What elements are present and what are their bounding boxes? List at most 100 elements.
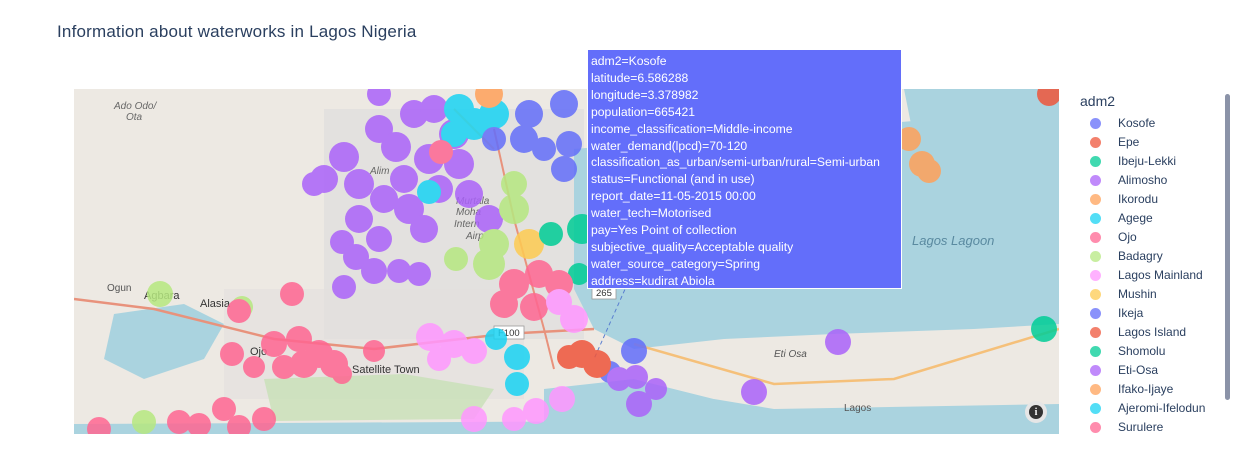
point-ojo[interactable] — [227, 299, 251, 323]
point-lagos-mainland[interactable] — [523, 398, 549, 424]
point-ikorodu[interactable] — [897, 127, 921, 151]
info-button[interactable]: i — [1025, 401, 1047, 423]
point-ikorodu[interactable] — [475, 89, 503, 108]
point-lagos-mainland[interactable] — [546, 289, 572, 315]
legend-item[interactable]: Lagos Mainland — [1080, 266, 1230, 285]
point-alimosho[interactable] — [329, 142, 359, 172]
point-ojo[interactable] — [363, 340, 385, 362]
point-alimosho[interactable] — [407, 262, 431, 286]
point-ibeju-lekki[interactable] — [539, 222, 563, 246]
point-agege[interactable] — [417, 180, 441, 204]
point-ojo[interactable] — [332, 364, 352, 384]
point-badagry[interactable] — [132, 410, 156, 434]
point-kosofe[interactable] — [550, 90, 578, 118]
point-eti-osa[interactable] — [825, 329, 851, 355]
point-alimosho[interactable] — [455, 180, 483, 208]
point-agege[interactable] — [505, 372, 529, 396]
point-ojo[interactable] — [227, 415, 251, 434]
point-alimosho[interactable] — [387, 259, 411, 283]
point-ojo[interactable] — [272, 355, 296, 379]
point-lagos-mainland[interactable] — [416, 323, 444, 351]
legend-item[interactable]: Ikeja — [1080, 304, 1230, 323]
point-eti-osa[interactable] — [741, 379, 767, 405]
legend-item[interactable]: Surulere — [1080, 418, 1230, 437]
point-ojo[interactable] — [261, 331, 287, 357]
map-svg[interactable]: Ado Odo/ Ota Alim Murtala Moha Intern Ai… — [74, 89, 1059, 434]
legend-item[interactable]: Agege — [1080, 209, 1230, 228]
point-alimosho[interactable] — [475, 205, 503, 233]
legend-item[interactable]: Alimosho — [1080, 171, 1230, 190]
legend-item[interactable]: Shomolu — [1080, 342, 1230, 361]
point-ojo[interactable] — [212, 397, 236, 421]
legend-item[interactable]: Badagry — [1080, 247, 1230, 266]
point-badagry[interactable] — [444, 247, 468, 271]
legend-item[interactable]: Ibeju-Lekki — [1080, 152, 1230, 171]
point-surulere[interactable] — [520, 293, 548, 321]
point-ojo[interactable] — [187, 413, 211, 434]
point-ojo[interactable] — [243, 356, 265, 378]
point-alimosho[interactable] — [410, 215, 438, 243]
point-badagry[interactable] — [501, 171, 527, 197]
point-surulere[interactable] — [545, 270, 573, 298]
point-kosofe[interactable] — [551, 156, 577, 182]
point-ojo[interactable] — [290, 350, 318, 378]
point-lagos-island[interactable] — [557, 345, 581, 369]
point-agege[interactable] — [504, 344, 530, 370]
point-agege[interactable] — [441, 121, 467, 147]
legend-item[interactable]: Ikorodu — [1080, 190, 1230, 209]
point-ojo[interactable] — [286, 326, 312, 352]
point-kosofe[interactable] — [532, 137, 556, 161]
point-eti-osa[interactable] — [626, 391, 652, 417]
point-shomolu[interactable] — [568, 263, 590, 285]
point-alimosho[interactable] — [390, 165, 418, 193]
point-lagos-mainland[interactable] — [502, 407, 526, 431]
point-eti-osa[interactable] — [645, 378, 667, 400]
legend-item[interactable]: Eti-Osa — [1080, 361, 1230, 380]
point-epe[interactable] — [1037, 89, 1059, 106]
point-alimosho[interactable] — [420, 95, 448, 123]
point-ojo[interactable] — [280, 282, 304, 306]
point-eti-osa[interactable] — [624, 365, 648, 389]
point-ibeju-lekki[interactable] — [1031, 316, 1057, 342]
legend-scrollbar[interactable] — [1225, 94, 1230, 400]
point-lagos-mainland[interactable] — [461, 406, 487, 432]
point-alimosho[interactable] — [367, 89, 391, 106]
point-mushin[interactable] — [514, 229, 544, 259]
point-alimosho[interactable] — [370, 185, 398, 213]
legend-item[interactable]: Mushin — [1080, 285, 1230, 304]
point-alimosho[interactable] — [344, 169, 374, 199]
point-alimosho[interactable] — [394, 194, 424, 224]
point-alimosho[interactable] — [361, 258, 387, 284]
point-alimosho[interactable] — [343, 244, 369, 270]
legend-item[interactable]: Ifako-Ijaye — [1080, 380, 1230, 399]
point-kosofe[interactable] — [510, 125, 538, 153]
point-badagry[interactable] — [473, 248, 505, 280]
legend-item[interactable]: Lagos Island — [1080, 323, 1230, 342]
point-alimosho[interactable] — [366, 226, 392, 252]
point-kosofe[interactable] — [556, 131, 582, 157]
point-ojo[interactable] — [167, 410, 191, 434]
point-alimosho[interactable] — [345, 205, 373, 233]
point-ojo[interactable] — [252, 407, 276, 431]
point-ojo[interactable] — [429, 140, 453, 164]
point-alimosho[interactable] — [302, 172, 326, 196]
point-ojo[interactable] — [87, 417, 111, 434]
map-area[interactable]: Ado Odo/ Ota Alim Murtala Moha Intern Ai… — [74, 89, 1059, 434]
point-kosofe[interactable] — [621, 338, 647, 364]
point-surulere[interactable] — [490, 290, 518, 318]
point-lagos-mainland[interactable] — [427, 347, 451, 371]
point-lagos-island[interactable] — [583, 350, 611, 378]
point-agege[interactable] — [485, 328, 507, 350]
legend-item[interactable]: Epe — [1080, 133, 1230, 152]
point-kosofe[interactable] — [482, 127, 506, 151]
point-lagos-mainland[interactable] — [461, 338, 487, 364]
point-badagry[interactable] — [147, 281, 173, 307]
point-alimosho[interactable] — [381, 132, 411, 162]
legend-item[interactable]: Ajeromi-Ifelodun — [1080, 399, 1230, 418]
point-ojo[interactable] — [220, 342, 244, 366]
point-ikorodu[interactable] — [917, 159, 941, 183]
point-lagos-mainland[interactable] — [549, 386, 575, 412]
point-badagry[interactable] — [499, 194, 529, 224]
legend-item[interactable]: Kosofe — [1080, 114, 1230, 133]
legend-item[interactable]: Ojo — [1080, 228, 1230, 247]
